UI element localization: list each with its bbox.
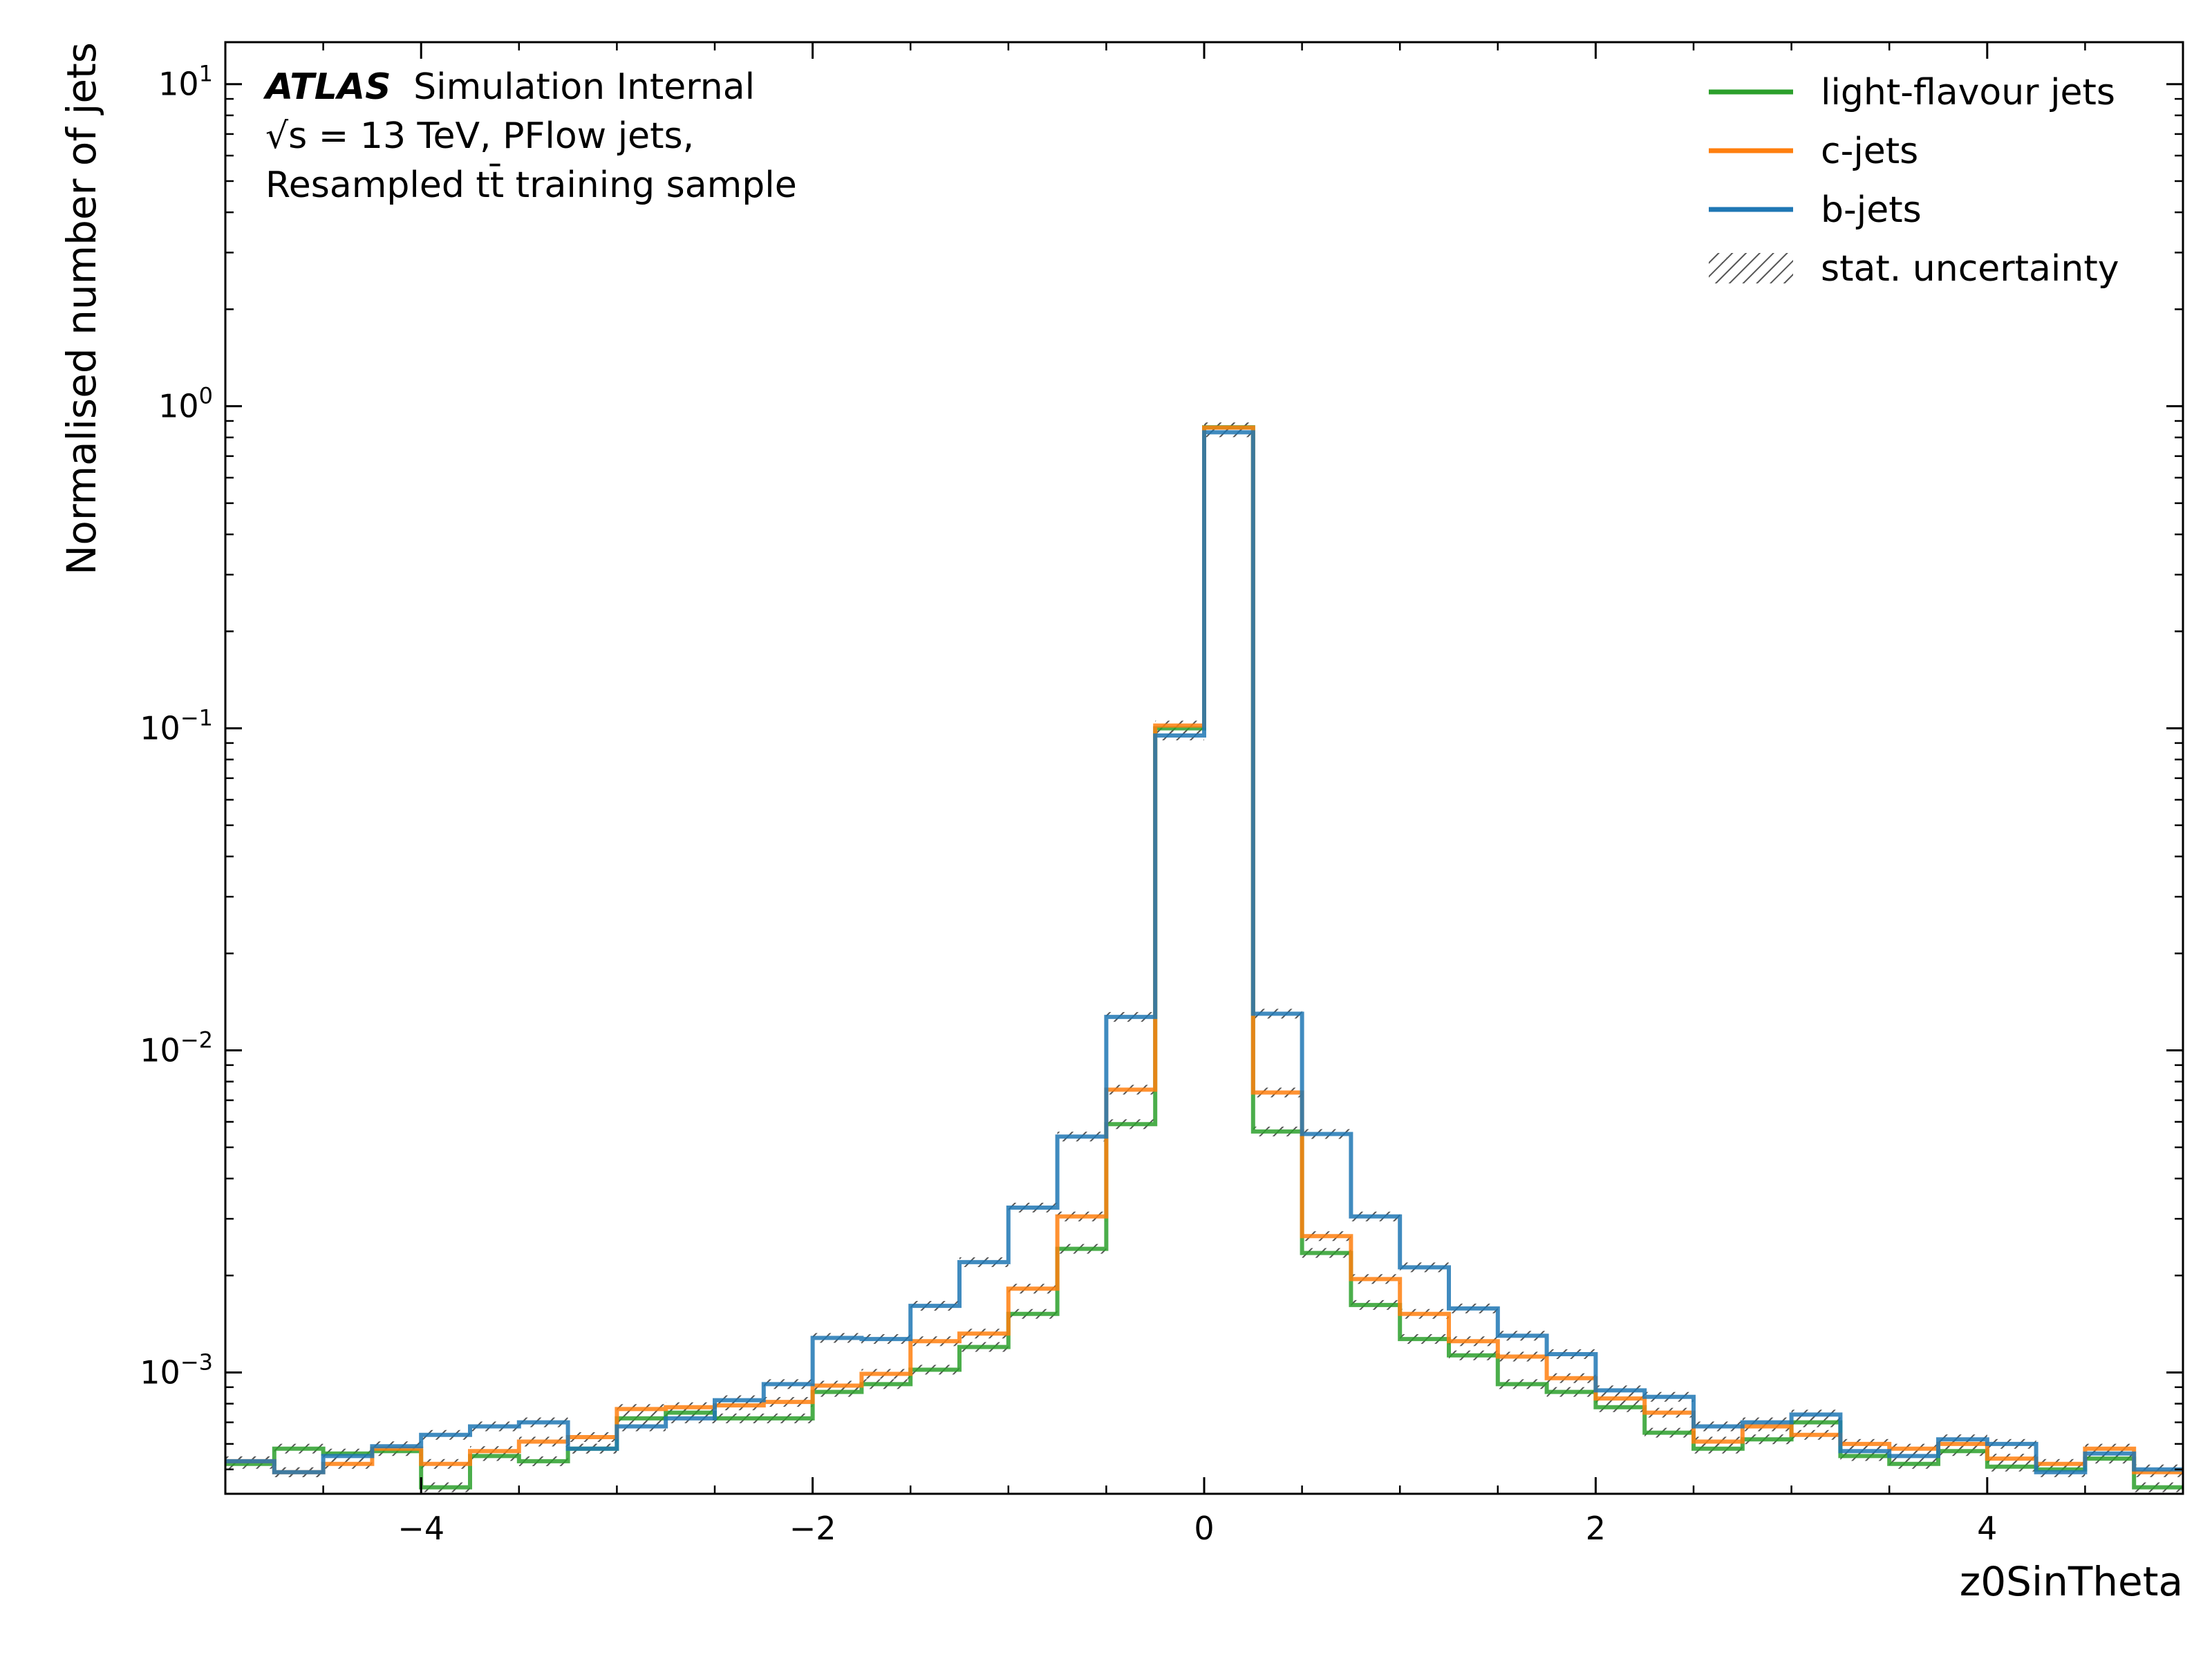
atlas-sample-line: Resampled tt̄ training sample bbox=[265, 164, 797, 206]
series-line bbox=[225, 430, 2183, 1474]
x-axis-label: z0SinTheta bbox=[1960, 1558, 2183, 1605]
legend: light-flavour jets c-jets b-jets stat. unce… bbox=[1709, 72, 2119, 290]
legend-swatch-uncertainty bbox=[1709, 253, 1793, 283]
atlas-tag: Simulation Internal bbox=[413, 66, 755, 108]
y-tick-label: 101 bbox=[158, 61, 213, 103]
x-tick-label: 2 bbox=[1586, 1510, 1606, 1547]
atlas-energy-line: √s = 13 TeV, PFlow jets, bbox=[265, 115, 694, 157]
legend-label-uncertainty: stat. uncertainty bbox=[1821, 248, 2119, 290]
legend-label: light-flavour jets bbox=[1821, 72, 2115, 113]
x-tick-label: −4 bbox=[397, 1510, 444, 1547]
axis-ticks: −4 −2 0 2 4 10−3 10−2 10−1 100 101 bbox=[140, 42, 2184, 1547]
y-tick-label: 10−1 bbox=[140, 705, 213, 747]
atlas-brand: ATLAS bbox=[263, 66, 391, 108]
legend-label: c-jets bbox=[1821, 131, 1918, 172]
series-lines bbox=[225, 425, 2183, 1490]
x-tick-label: −2 bbox=[789, 1510, 836, 1547]
legend-label: b-jets bbox=[1821, 189, 1922, 231]
atlas-label: ATLAS Simulation Internal √s = 13 TeV, P… bbox=[263, 66, 797, 206]
x-tick-label: 0 bbox=[1194, 1510, 1214, 1547]
plot-area bbox=[225, 422, 2183, 1492]
y-tick-label: 100 bbox=[158, 383, 213, 425]
y-tick-label: 10−2 bbox=[140, 1027, 213, 1069]
x-tick-label: 4 bbox=[1977, 1510, 1997, 1547]
svg-text:ATLAS Simulation Interna: ATLAS Simulation Internal bbox=[263, 66, 755, 108]
y-axis-label: Normalised number of jets bbox=[58, 42, 105, 575]
y-tick-label: 10−3 bbox=[140, 1349, 213, 1391]
